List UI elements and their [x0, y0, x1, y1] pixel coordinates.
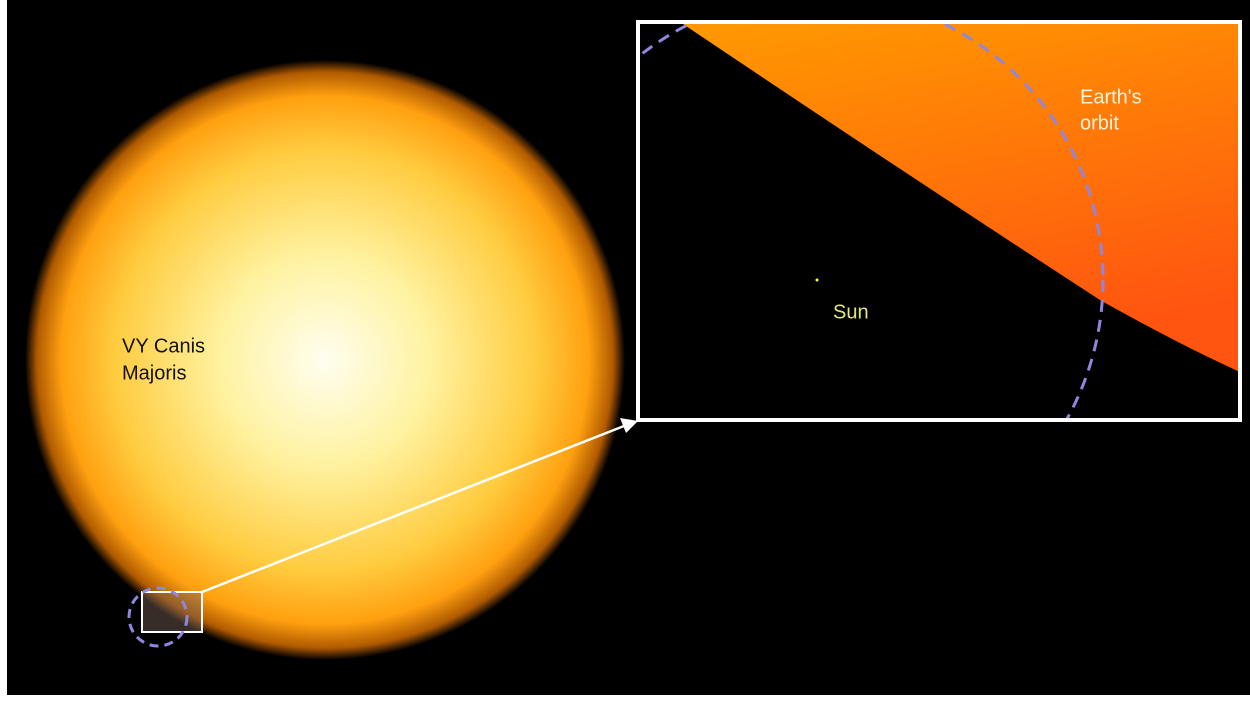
orbit-label: orbit	[1080, 112, 1119, 134]
orbit-label: Earth's	[1080, 86, 1142, 108]
small-orbit	[127, 586, 189, 648]
star-label: Majoris	[122, 362, 186, 384]
arrow-head	[620, 418, 638, 433]
star-surface	[682, 24, 1238, 372]
sun	[815, 278, 819, 282]
zoom-box	[141, 591, 203, 633]
inset-frame	[636, 20, 1242, 422]
arrow-line	[201, 424, 625, 594]
sun-label: Sun	[833, 301, 869, 323]
star	[25, 60, 625, 660]
star-label: VY Canis	[122, 335, 205, 357]
earth-orbit	[640, 24, 1105, 418]
